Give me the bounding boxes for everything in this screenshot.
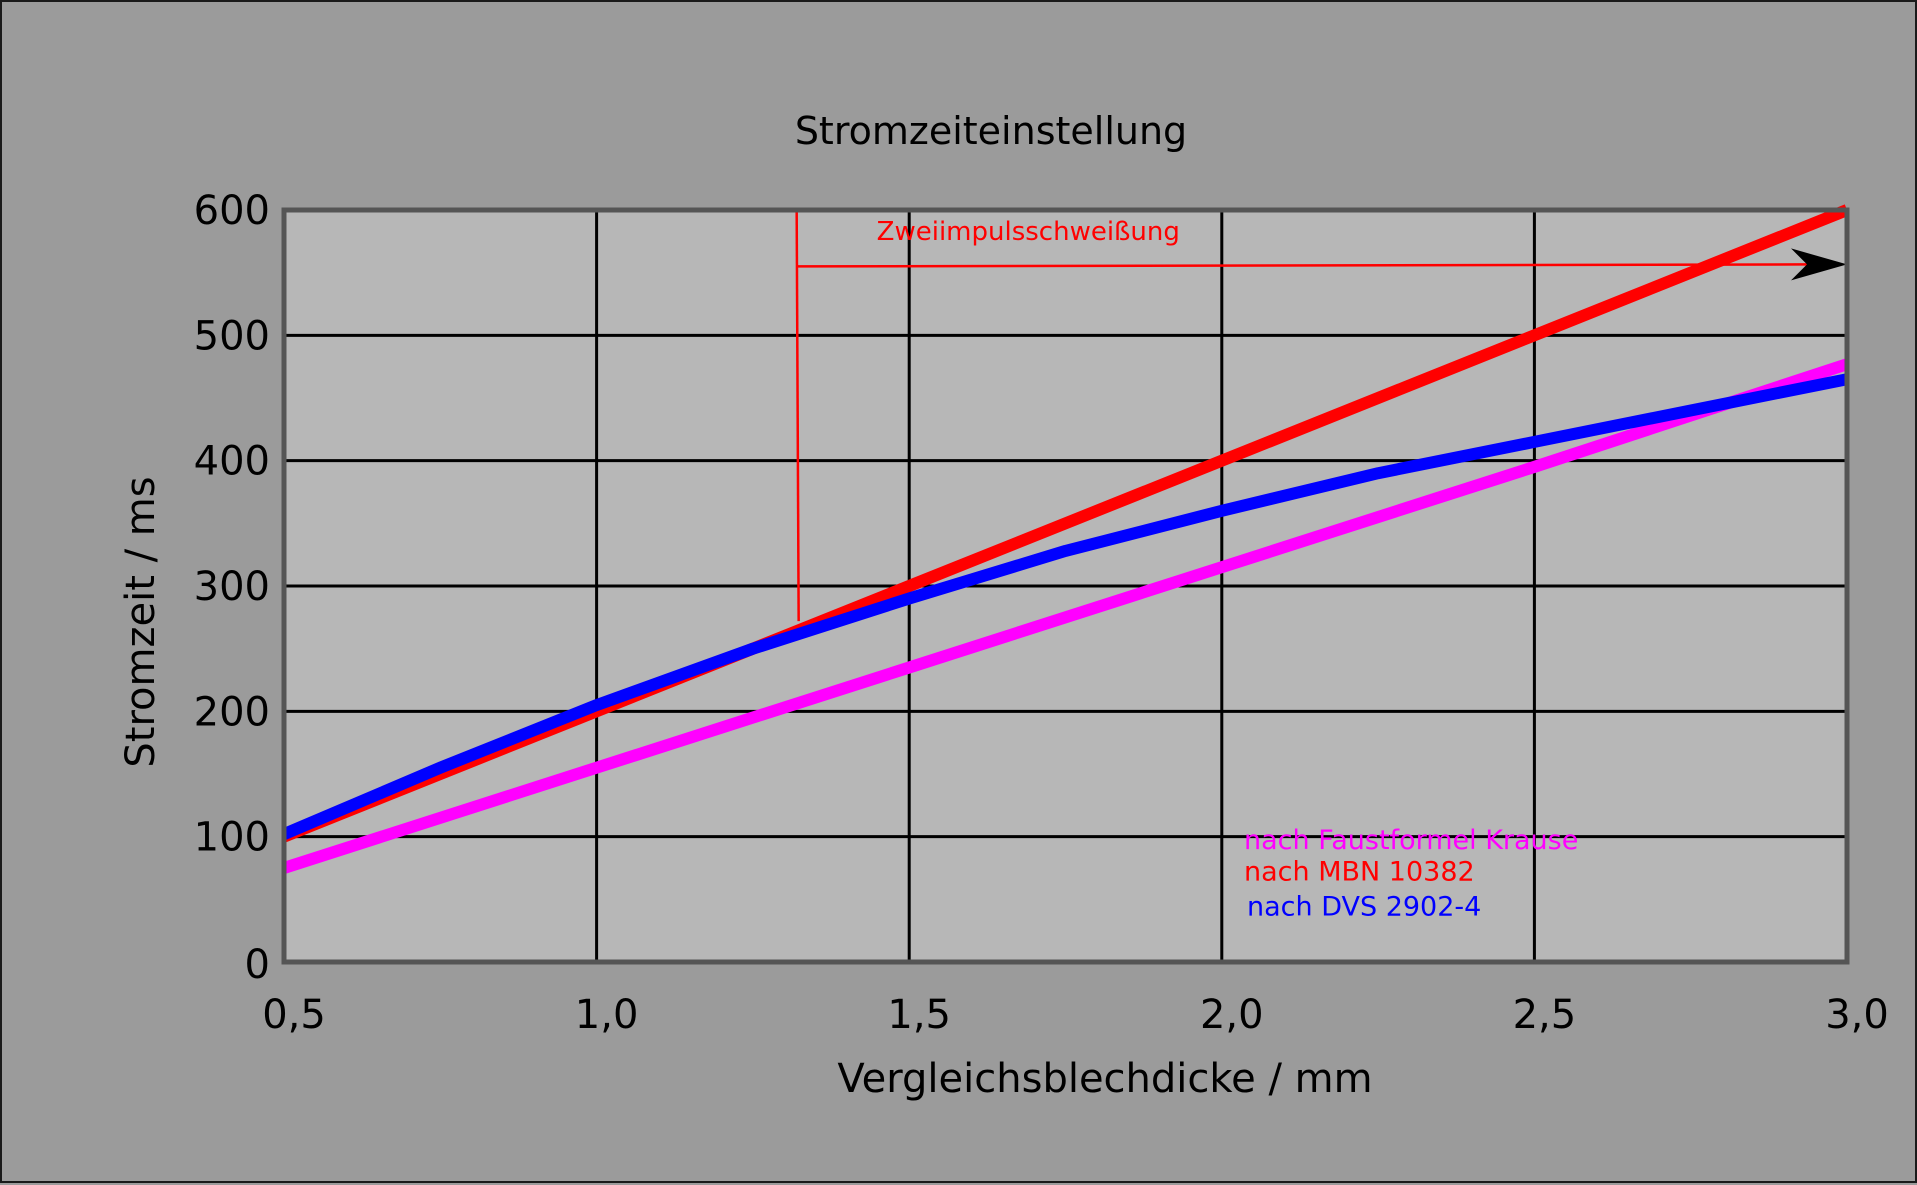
x-tick-label: 1,5: [887, 992, 951, 1038]
x-tick-label: 2,0: [1200, 992, 1264, 1038]
y-tick-label: 100: [194, 815, 270, 861]
y-axis-label: Stromzeit / ms: [118, 476, 164, 767]
series-line-1: [281, 373, 1849, 840]
plot-frame: [281, 207, 1850, 965]
series-group: [281, 204, 1850, 874]
x-tick-label: 0,5: [262, 992, 326, 1038]
x-tick-labels: 0,5 1,0 1,5 2,0 2,5 3,0: [262, 992, 1889, 1038]
x-tick-label: 2,5: [1513, 992, 1577, 1038]
legend-entry: nach DVS 2902-4: [1247, 891, 1481, 922]
y-tick-label: 600: [194, 188, 270, 234]
y-tick-label: 200: [194, 689, 270, 735]
y-tick-labels: 0 100 200 300 400 500 600: [194, 188, 270, 988]
annotation-arrowhead: [1791, 248, 1847, 281]
annotation-arrow-line: [796, 263, 1808, 268]
y-tick-label: 0: [245, 942, 270, 988]
x-tick-label: 1,0: [575, 992, 639, 1038]
y-tick-label: 500: [194, 313, 270, 359]
legend-entry: nach MBN 10382: [1244, 856, 1475, 887]
chart-title: Stromzeiteinstellung: [795, 109, 1187, 153]
annotation-label: Zweiimpulsschweißung: [877, 217, 1180, 247]
legend-entry: nach Faustformel Krause: [1244, 825, 1578, 856]
y-tick-label: 300: [194, 564, 270, 610]
x-axis-label: Vergleichsblechdicke / mm: [837, 1056, 1372, 1102]
x-tick-label: 3,0: [1825, 992, 1889, 1038]
series-line-2: [282, 358, 1849, 874]
y-tick-label: 400: [194, 439, 270, 485]
annotation-vertical-line: [795, 209, 800, 622]
annotation-group: Zweiimpulsschweißung: [795, 209, 1847, 622]
